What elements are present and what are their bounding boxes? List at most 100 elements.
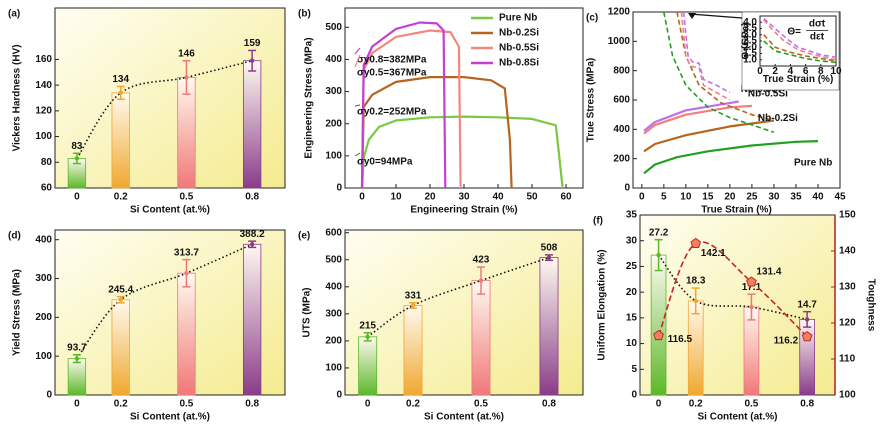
error-bar bbox=[72, 152, 81, 165]
x-tick-label: 0 bbox=[757, 66, 763, 77]
x-tick-label: 0.5 bbox=[179, 192, 193, 203]
value-label: 423 bbox=[473, 255, 490, 266]
x-tick-label: 0.5 bbox=[744, 399, 758, 410]
bar bbox=[799, 318, 815, 396]
bar-point bbox=[478, 278, 484, 283]
inset-formula: Θ= bbox=[787, 27, 801, 38]
y-tick-label: 160 bbox=[35, 54, 52, 65]
y-tick-label: 100 bbox=[325, 363, 342, 374]
error-bar bbox=[477, 266, 485, 295]
y-tick-label: 35 bbox=[626, 210, 638, 221]
legend-label: Nb-0.5Si bbox=[499, 43, 539, 54]
y-tick-label: 2.0 bbox=[743, 42, 757, 53]
bar-point bbox=[74, 156, 80, 161]
toughness-marker bbox=[746, 276, 757, 287]
panel-label: (f) bbox=[593, 216, 603, 227]
x-axis-label: True Strain (%) bbox=[701, 205, 772, 216]
x-tick-label: 40 bbox=[492, 192, 504, 203]
x-tick-label: 10 bbox=[830, 66, 842, 77]
x-tick-label: 50 bbox=[526, 192, 538, 203]
error-bar bbox=[116, 85, 125, 101]
y-tick-label: 300 bbox=[325, 86, 342, 97]
toughness-label: 131.4 bbox=[756, 267, 781, 278]
toughness-label: 116.2 bbox=[774, 335, 799, 346]
legend-label: Nb-0.8Si bbox=[499, 58, 539, 69]
y-tick-label: 800 bbox=[613, 65, 630, 76]
y-axis-label: Uniform Elongation (%) bbox=[597, 249, 608, 360]
curve-label: Nb-0.5Si bbox=[748, 89, 788, 100]
inset-pointer bbox=[689, 13, 743, 19]
x-tick-label: 5 bbox=[661, 192, 667, 203]
y-tick-label: 0 bbox=[46, 390, 52, 401]
bar-point bbox=[249, 242, 255, 247]
y-tick-label: 1000 bbox=[608, 36, 631, 47]
series-line bbox=[763, 40, 836, 64]
x-tick-label: 4 bbox=[788, 66, 794, 77]
error-bar bbox=[182, 59, 191, 95]
y-axis-label: Engineering Stress (MPa) bbox=[304, 37, 315, 158]
bar-point bbox=[804, 317, 810, 322]
x-tick-label: 30 bbox=[768, 192, 780, 203]
y-tick-label: 600 bbox=[613, 95, 630, 106]
x-tick-label: 35 bbox=[790, 192, 802, 203]
inset-pointer-head bbox=[688, 13, 696, 19]
y-tick-label: 400 bbox=[35, 234, 52, 245]
y-tick-label: 80 bbox=[41, 157, 53, 168]
inset-formula: dεt bbox=[810, 32, 825, 43]
x-tick-label: 0.5 bbox=[179, 399, 193, 410]
x-tick-label: 45 bbox=[834, 192, 846, 203]
y-tick-label: 1200 bbox=[608, 7, 631, 18]
value-label: 159 bbox=[244, 38, 261, 49]
y-tick-label: 25 bbox=[626, 261, 638, 272]
series-line bbox=[360, 29, 462, 188]
series-line bbox=[643, 140, 819, 175]
y-tick-label: 0 bbox=[624, 183, 630, 194]
annotation-arrow bbox=[354, 47, 361, 55]
x-axis-label: True Strain (%) bbox=[763, 74, 834, 85]
series-line bbox=[763, 19, 836, 61]
trend-line bbox=[367, 256, 550, 338]
y2-tick-label: 100 bbox=[839, 390, 856, 401]
inset-background bbox=[741, 11, 840, 91]
error-bar bbox=[248, 49, 257, 72]
x-tick-label: 8 bbox=[818, 66, 824, 77]
toughness-marker bbox=[690, 237, 702, 248]
bar bbox=[177, 272, 196, 396]
annotation-arrow bbox=[354, 104, 361, 107]
legend-label: Pure Nb bbox=[499, 13, 537, 24]
annotation-arrow bbox=[354, 152, 361, 157]
x-tick-label: 15 bbox=[702, 192, 714, 203]
bar bbox=[471, 280, 491, 396]
bar-point bbox=[184, 271, 189, 276]
trend-line bbox=[76, 243, 253, 360]
y-axis-label: UTS (MPa) bbox=[302, 288, 313, 338]
x-axis-label: Si Content (at.%) bbox=[698, 412, 778, 423]
toughness-line bbox=[657, 241, 808, 338]
value-label: 146 bbox=[178, 48, 195, 59]
y-tick-label: 15 bbox=[626, 312, 638, 323]
y2-tick-label: 110 bbox=[839, 354, 856, 365]
series-line bbox=[763, 17, 836, 59]
plot-frame bbox=[344, 7, 584, 189]
y-tick-label: 140 bbox=[35, 80, 52, 91]
curve-label: Pure Nb bbox=[794, 158, 832, 169]
x-tick-label: 0.2 bbox=[114, 192, 128, 203]
value-label: 388.2 bbox=[240, 229, 265, 240]
y-tick-label: 1.0 bbox=[743, 54, 757, 65]
toughness-marker bbox=[653, 329, 664, 341]
x-tick-label: 0.8 bbox=[542, 399, 556, 410]
y2-tick-label: 150 bbox=[839, 210, 856, 221]
bar-point bbox=[118, 297, 123, 302]
bar-point bbox=[249, 58, 255, 63]
series-line bbox=[663, 12, 775, 134]
plot-frame bbox=[344, 229, 584, 396]
x-tick-label: 60 bbox=[560, 192, 572, 203]
y-tick-label: 200 bbox=[325, 118, 342, 129]
y-tick-label: 120 bbox=[35, 105, 52, 116]
panel-label: (e) bbox=[298, 231, 310, 242]
x-tick-label: 10 bbox=[680, 192, 692, 203]
x-axis-label: Engineering Strain (%) bbox=[410, 205, 517, 216]
